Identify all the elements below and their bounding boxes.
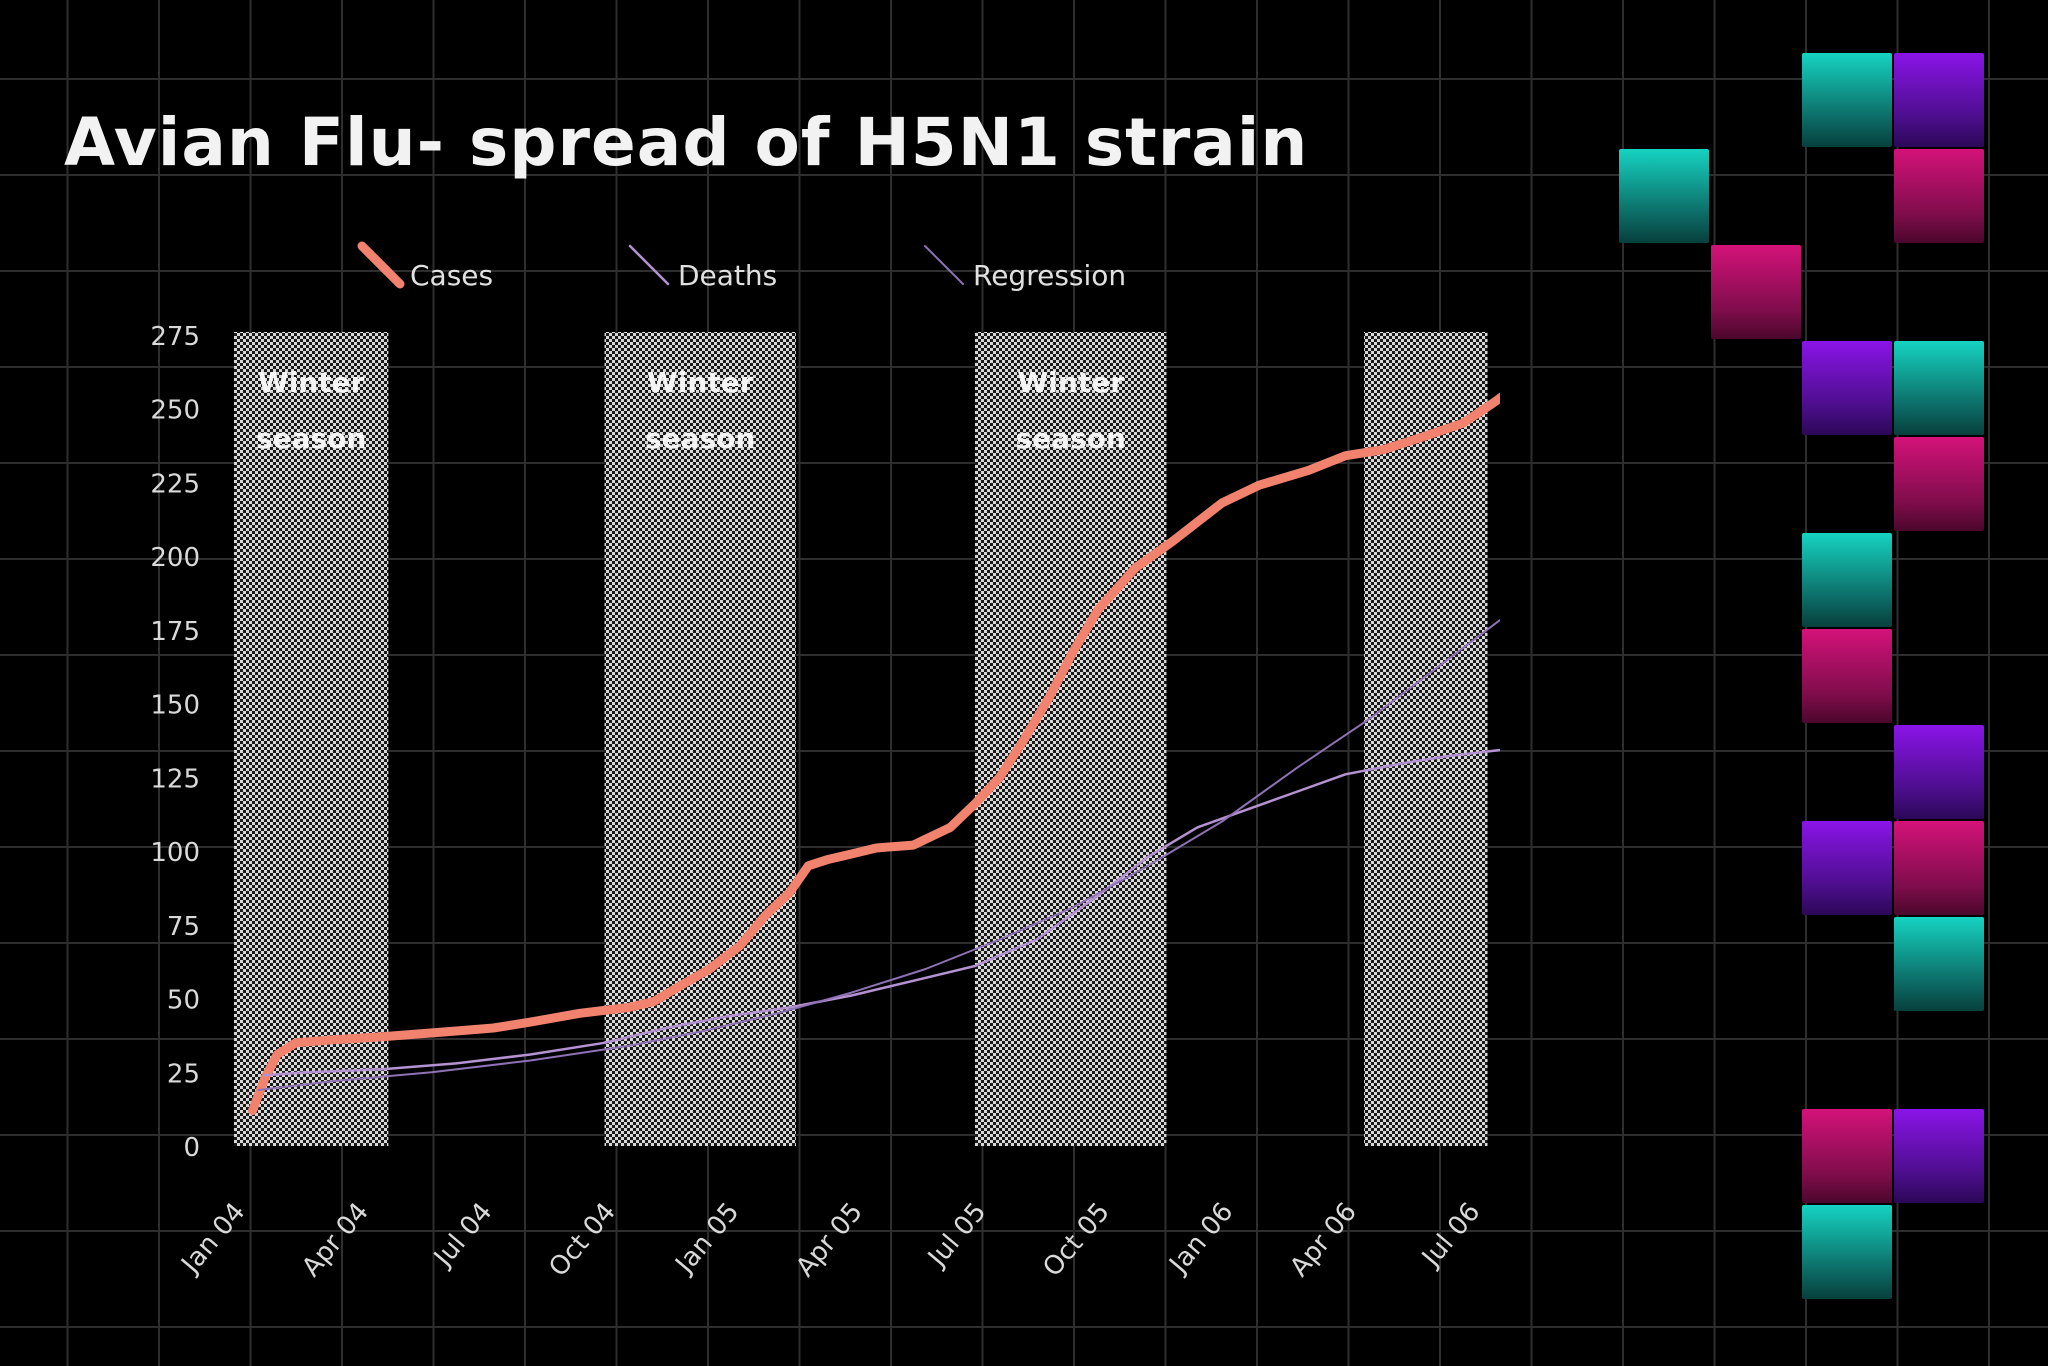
series-line-cases [248,392,1500,1116]
shaded-period-label: season [1016,422,1126,455]
y-tick-label: 200 [150,543,200,573]
shaded-period-3 [975,332,1167,1146]
decorative-tile-teal [1894,917,1984,1011]
y-axis-ticks: 0 25 50 75 100 125 150 175 200 225 250 275 [150,322,200,1163]
decorative-tile-magenta [1802,1109,1892,1203]
x-tick-label: Jan 04 [175,1197,252,1280]
decorative-tile-purple [1802,341,1892,435]
series-line-regression [257,618,1500,1091]
y-tick-label: 275 [150,322,200,352]
decorative-tile-purple [1894,1109,1984,1203]
series-line-deaths [263,748,1500,1077]
y-tick-label: 0 [183,1133,200,1163]
decorative-tile-magenta [1894,437,1984,531]
x-tick-label: Apr 04 [296,1197,374,1282]
x-tick-label: Jul 05 [921,1197,992,1274]
x-axis-ticks: Jan 04 Apr 04 Jul 04 Oct 04 Jan 05 Apr 05 Jul … [175,1197,1487,1282]
winter-season-shading: Winter season Winter season Winter season [234,332,1488,1146]
y-tick-label: 75 [167,912,200,942]
y-tick-label: 25 [167,1059,200,1089]
shaded-period-4 [1364,332,1488,1146]
legend-swatch-deaths [628,244,670,286]
y-tick-label: 50 [167,986,200,1016]
decorative-tile-magenta [1802,629,1892,723]
y-tick-label: 100 [150,838,200,868]
h5n1-line-chart: Winter season Winter season Winter season 0 25… [150,241,1500,1283]
decorative-tile-magenta [1711,245,1801,339]
decorative-tile-teal [1802,53,1892,147]
legend-label-deaths: Deaths [678,259,777,292]
slide-title: Avian Flu- spread of H5N1 strain [64,104,1309,181]
y-tick-label: 250 [150,396,200,426]
legend-swatch-regression [924,245,964,285]
legend-label-regression: Regression [973,259,1126,292]
shaded-period-label: Winter [647,366,754,399]
shaded-period-label: season [256,422,366,455]
decorative-tile-magenta [1894,149,1984,243]
x-tick-label: Jul 06 [1415,1197,1486,1274]
y-tick-label: 225 [150,469,200,499]
decorative-tile-teal [1619,149,1709,243]
x-tick-label: Jan 06 [1163,1197,1240,1280]
chart-legend: Cases Deaths Regression [357,241,1126,292]
legend-swatch-cases [357,241,405,289]
x-tick-label: Jan 05 [669,1197,746,1280]
shaded-period-1 [234,332,389,1146]
x-tick-label: Apr 05 [790,1197,868,1282]
decorative-tile-teal [1802,1205,1892,1299]
y-tick-label: 125 [150,764,200,794]
decorative-tile-purple [1802,821,1892,915]
legend-label-cases: Cases [410,259,493,292]
x-tick-label: Apr 06 [1284,1197,1362,1282]
shaded-period-label: Winter [258,366,365,399]
y-tick-label: 175 [150,617,200,647]
x-tick-label: Oct 04 [543,1197,621,1282]
x-tick-label: Oct 05 [1037,1197,1115,1282]
decorative-tile-purple [1894,53,1984,147]
decorative-tile-magenta [1894,821,1984,915]
decorative-tile-teal [1802,533,1892,627]
shaded-period-label: season [645,422,755,455]
decorative-tile-purple [1894,725,1984,819]
shaded-period-label: Winter [1017,366,1124,399]
x-tick-label: Jul 04 [427,1197,498,1274]
decorative-tile-teal [1894,341,1984,435]
y-tick-label: 150 [150,691,200,721]
data-series [248,392,1500,1116]
